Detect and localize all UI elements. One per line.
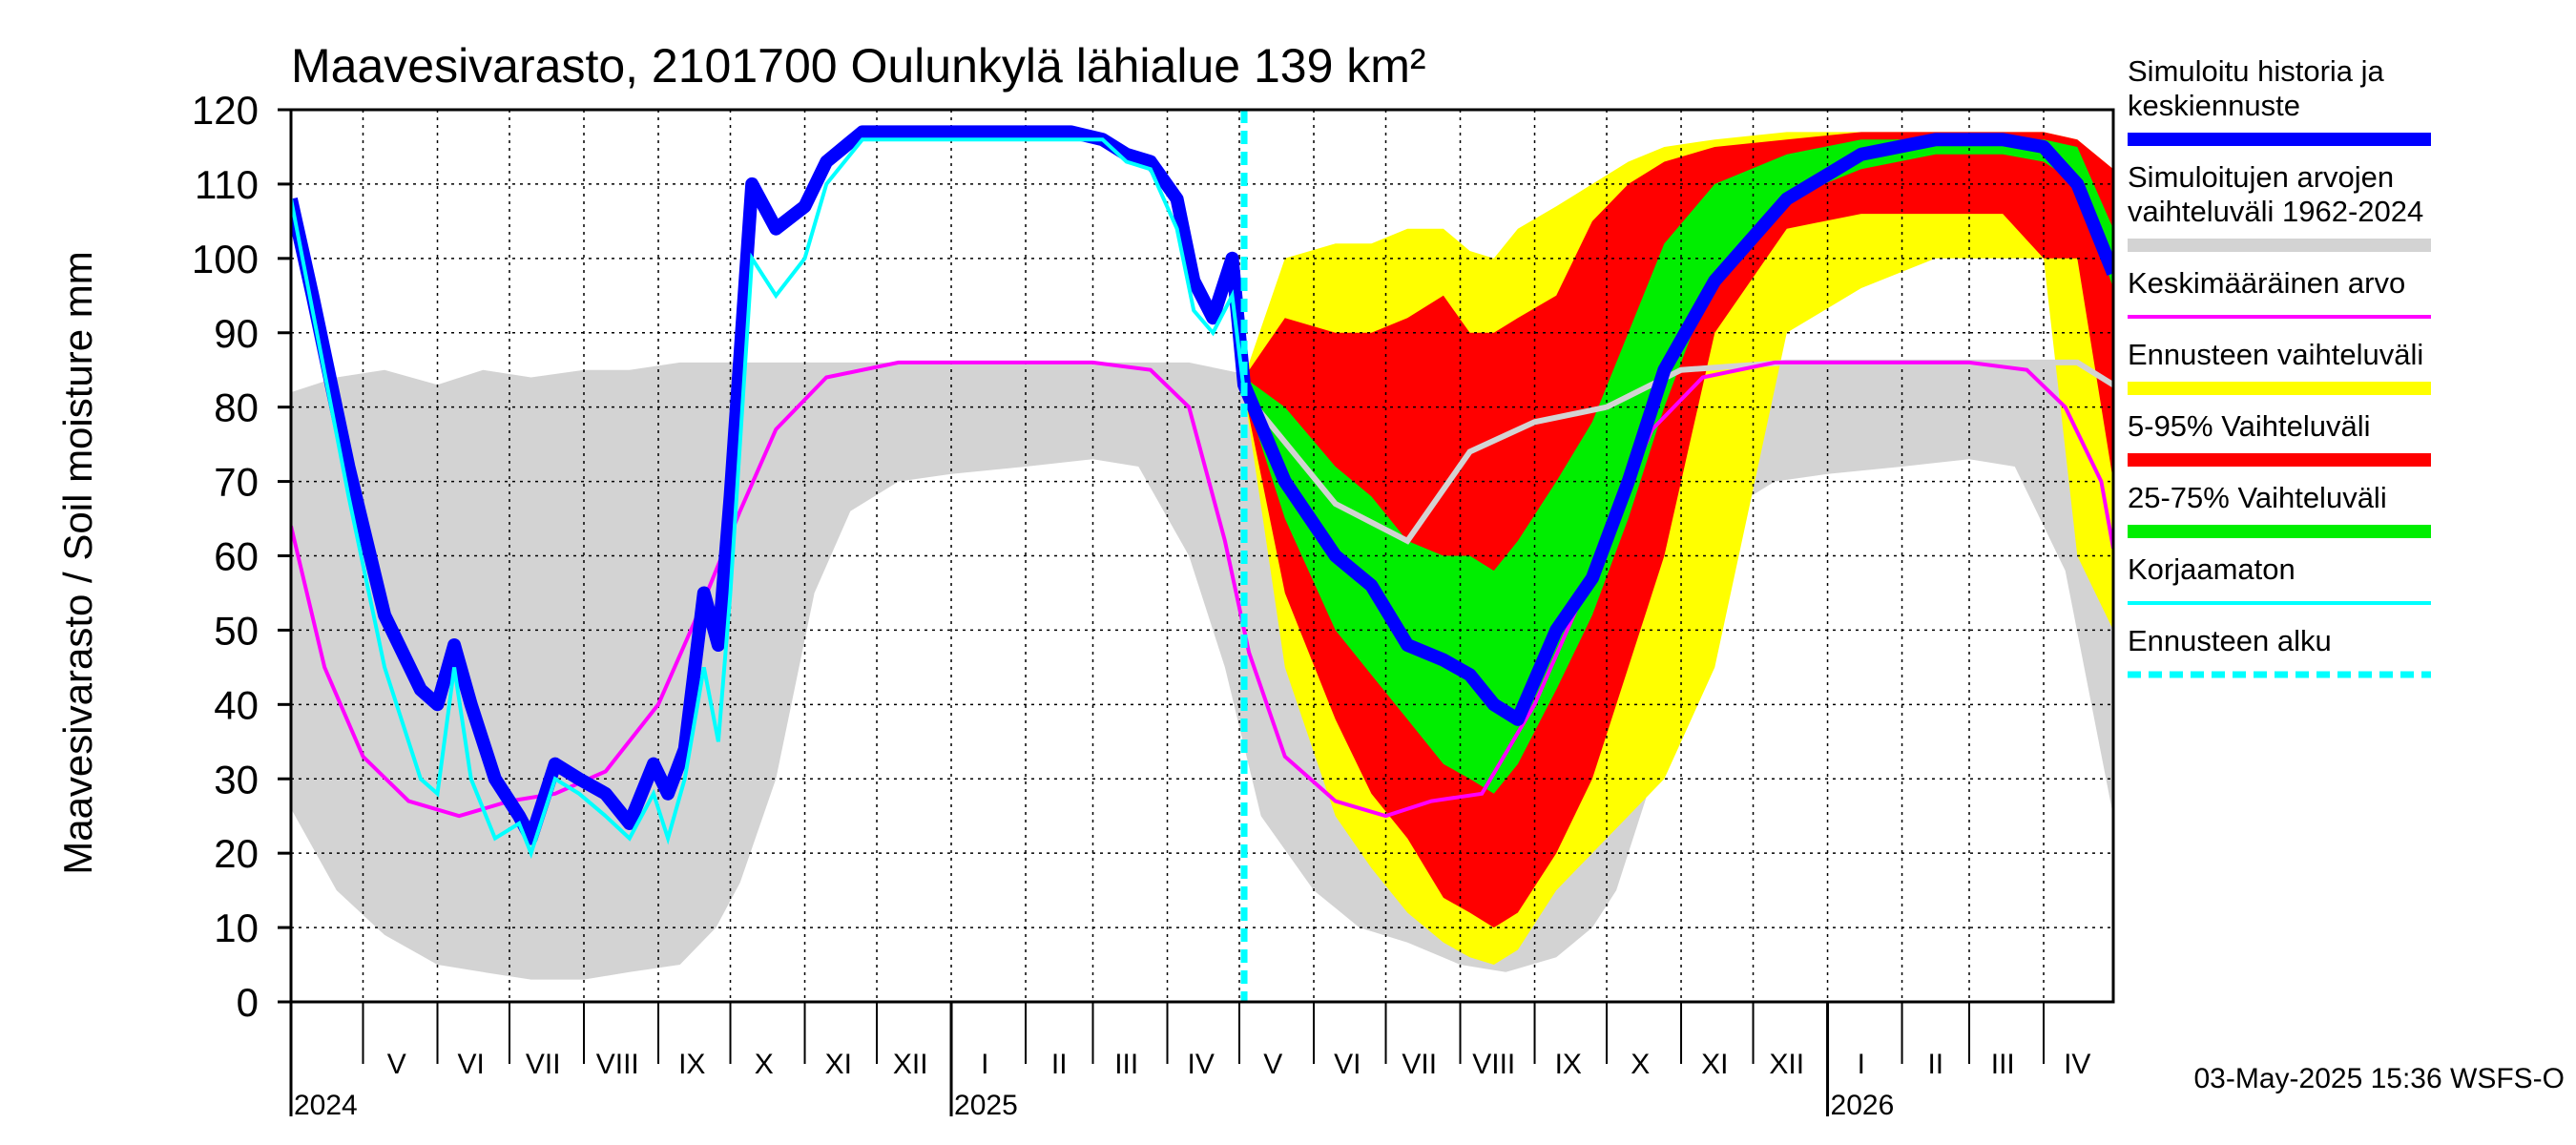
month-label: IV [2064,1049,2090,1080]
month-label: XII [893,1049,928,1080]
y-tick-label: 50 [214,608,259,653]
legend-label: Korjaamaton [2128,552,2296,586]
timestamp: 03-May-2025 15:36 WSFS-O [2194,1063,2566,1094]
chart-title: Maavesivarasto, 2101700 Oulunkylä lähial… [291,39,1426,93]
mean-line [291,360,2113,819]
month-label: XI [825,1049,852,1080]
y-tick-label: 0 [237,980,259,1025]
month-label: VIII [1472,1049,1515,1080]
legend-label: 25-75% Vaihteluväli [2128,481,2387,514]
legend-label: 5-95% Vaihteluväli [2128,409,2370,443]
year-label: 2026 [1831,1090,1895,1121]
month-label: III [1991,1049,2015,1080]
legend: Simuloitu historia jakeskiennusteSimuloi… [2128,54,2431,678]
legend-label: Ennusteen vaihteluväli [2128,338,2423,371]
legend-label: keskiennuste [2128,89,2300,122]
month-label: II [1051,1049,1068,1080]
month-label: VIII [596,1049,639,1080]
uncorrected-line [291,137,1246,860]
y-tick-label: 20 [214,831,259,876]
legend-item-fc_start: Ennusteen alku [2128,624,2431,678]
month-label: I [981,1049,988,1080]
line-layer [291,110,2113,1002]
y-tick-label: 80 [214,385,259,430]
month-label: XI [1701,1049,1728,1080]
month-label: V [1263,1049,1282,1080]
legend-label: Keskimääräinen arvo [2128,266,2405,300]
month-label: X [1631,1049,1650,1080]
y-tick-label: 70 [214,460,259,505]
legend-item-p5_95: 5-95% Vaihteluväli [2128,409,2431,467]
y-tick-label: 110 [195,162,259,207]
month-label: IX [1555,1049,1582,1080]
legend-item-fc_range: Ennusteen vaihteluväli [2128,338,2431,395]
y-tick-label: 100 [192,237,259,281]
month-label: IV [1188,1049,1215,1080]
legend-label: Simuloitu historia ja [2128,54,2385,88]
month-label: III [1114,1049,1138,1080]
month-label: IX [678,1049,705,1080]
month-label: VI [458,1049,485,1080]
y-tick-label: 10 [214,906,259,950]
y-tick-label: 90 [214,311,259,356]
legend-item-uncorr: Korjaamaton [2128,552,2431,605]
y-tick-label: 40 [214,682,259,727]
y-tick-label: 30 [214,757,259,802]
y-axis-label: Maavesivarasto / Soil moisture mm [55,251,100,875]
simulated-line [291,125,2113,845]
legend-item-p25_75: 25-75% Vaihteluväli [2128,481,2431,538]
month-label: VII [1402,1049,1437,1080]
historical-median-line [1241,359,2113,545]
month-label: VI [1334,1049,1361,1080]
legend-item-mean: Keskimääräinen arvo [2128,266,2431,319]
legend-label: vaihteluväli 1962-2024 [2128,195,2423,228]
month-label: VII [526,1049,561,1080]
y-tick-label: 60 [214,534,259,579]
month-label: V [387,1049,406,1080]
y-tick-label: 120 [192,88,259,133]
year-label: 2024 [294,1090,358,1121]
legend-label: Simuloitujen arvojen [2128,160,2394,194]
month-label: XII [1769,1049,1804,1080]
month-label: X [755,1049,774,1080]
legend-label: Ennusteen alku [2128,624,2332,657]
month-label: II [1927,1049,1943,1080]
month-label: I [1858,1049,1865,1080]
year-label: 2025 [954,1090,1018,1121]
